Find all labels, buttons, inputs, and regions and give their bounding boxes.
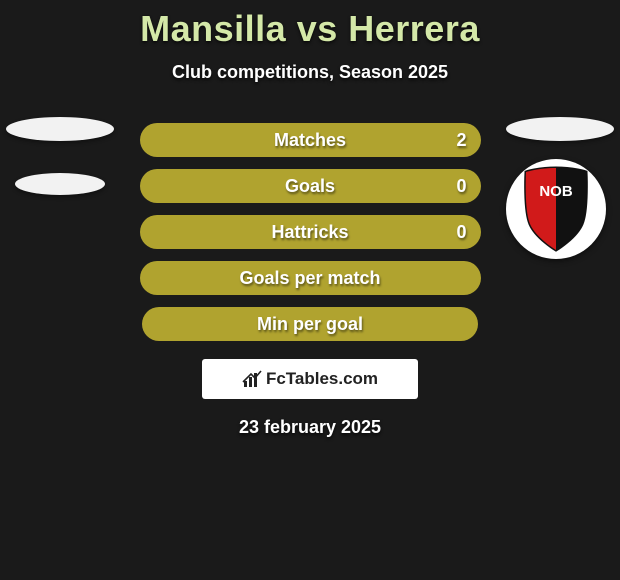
stat-bar: Goals 0 [140, 169, 481, 203]
stat-bar: Hattricks 0 [140, 215, 481, 249]
stat-label: Hattricks [271, 222, 348, 243]
stat-bar: Matches 2 [140, 123, 481, 157]
stat-label: Goals [285, 176, 335, 197]
date-text: 23 february 2025 [0, 417, 620, 438]
brand-badge: FcTables.com [202, 359, 418, 399]
stat-bar: Goals per match [140, 261, 481, 295]
stat-row: Goals 0 [0, 169, 620, 203]
brand-text: FcTables.com [266, 369, 378, 389]
stat-label: Matches [274, 130, 346, 151]
bar-chart-icon [242, 369, 262, 389]
stat-value-right: 2 [456, 130, 466, 151]
stat-row: Min per goal [0, 307, 620, 341]
stat-value-right: 0 [456, 176, 466, 197]
page-title: Mansilla vs Herrera [0, 8, 620, 50]
stat-bar: Min per goal [142, 307, 478, 341]
stat-row: Goals per match [0, 261, 620, 295]
stat-row: Matches 2 [0, 123, 620, 157]
stat-label: Min per goal [257, 314, 363, 335]
stats-rows: NOB Matches 2 Goals 0 Hattricks 0 [0, 123, 620, 341]
comparison-card: Mansilla vs Herrera Club competitions, S… [0, 0, 620, 580]
stat-row: Hattricks 0 [0, 215, 620, 249]
stat-value-right: 0 [456, 222, 466, 243]
stat-label: Goals per match [239, 268, 380, 289]
subtitle: Club competitions, Season 2025 [0, 62, 620, 83]
